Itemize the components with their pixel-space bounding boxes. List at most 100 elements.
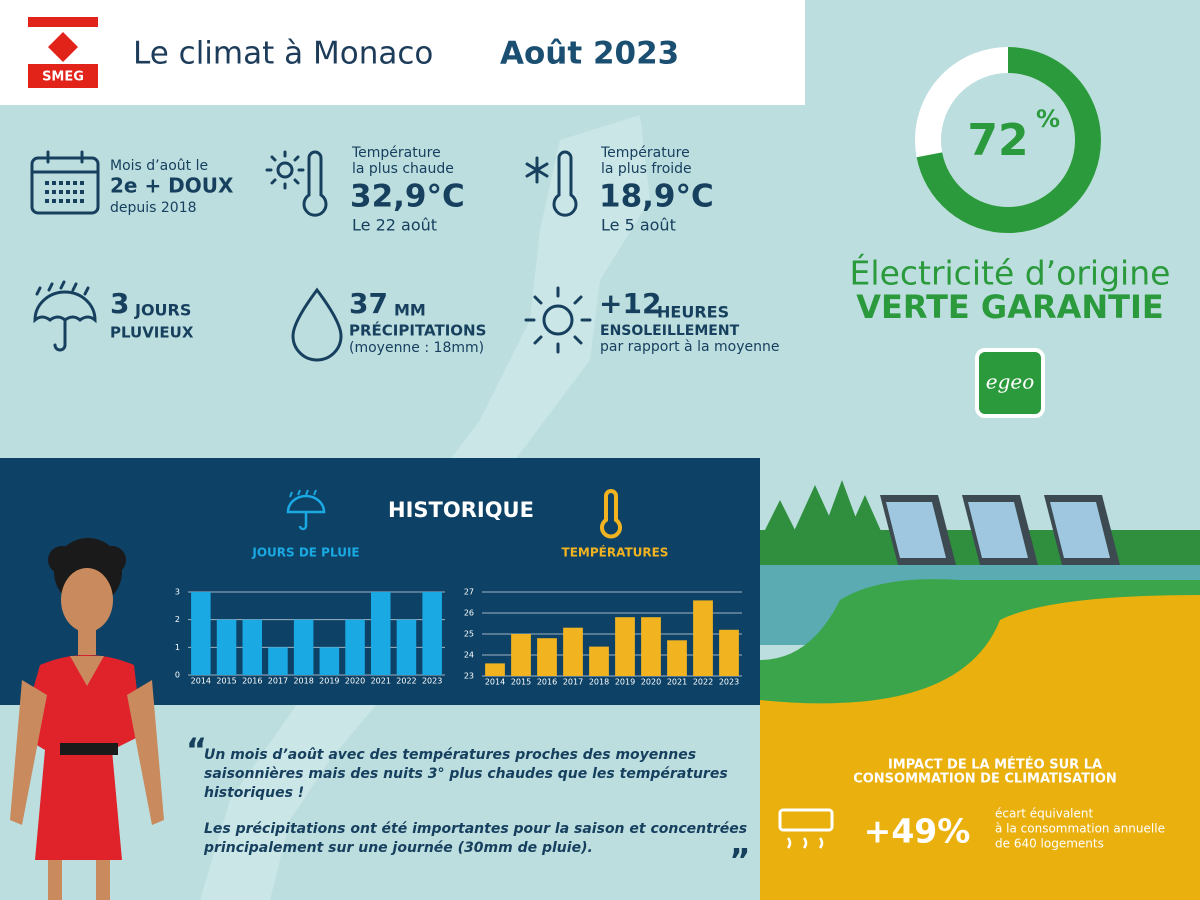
thermometer-hot-icon: [265, 150, 328, 217]
y-tick-label: 25: [464, 630, 474, 639]
stat-note: Le 5 août: [601, 216, 676, 235]
y-tick-label: 0: [175, 671, 180, 680]
stat-label: la plus chaude: [352, 161, 454, 177]
x-tick-label: 2017: [268, 677, 288, 686]
x-tick-label: 2020: [641, 678, 661, 687]
x-tick-label: 2015: [216, 677, 236, 686]
x-tick-label: 2015: [511, 678, 531, 687]
stat-label: la plus froide: [601, 161, 692, 177]
bar: [191, 592, 211, 675]
x-tick-label: 2019: [319, 677, 339, 686]
stat-value: 2e + DOUX: [110, 174, 234, 198]
impact-title: CONSOMMATION DE CLIMATISATION: [853, 772, 1117, 787]
woman: [10, 538, 164, 900]
bar: [537, 638, 557, 676]
stat-label: Température: [600, 145, 690, 161]
sun-icon: [524, 286, 592, 354]
bar: [422, 592, 442, 675]
umbrella-small-icon: [286, 489, 326, 531]
landscape: [760, 480, 1200, 900]
impact-value: +49%: [864, 812, 971, 851]
bar: [511, 634, 531, 676]
ac-icon: [778, 808, 834, 849]
egeo-logo: [975, 348, 1045, 418]
thermometer-cold-icon: [525, 150, 578, 217]
logo-mark: [48, 32, 78, 62]
x-tick-label: 2023: [719, 678, 739, 687]
x-tick-label: 2014: [191, 677, 211, 686]
stat-value: +12: [599, 287, 661, 320]
x-tick-label: 2020: [345, 677, 365, 686]
stat-label: PRÉCIPITATIONS: [349, 321, 486, 340]
x-tick-label: 2017: [563, 678, 583, 687]
bar: [615, 617, 635, 676]
bar: [641, 617, 661, 676]
green-line1: Électricité d’origine: [850, 253, 1171, 293]
stat-label: ENSOLEILLEMENT: [600, 323, 740, 339]
donut-arc: [915, 47, 1101, 233]
quote-open: “: [186, 731, 207, 769]
stat-unit: MM: [394, 301, 426, 320]
green-line2: VERTE GARANTIE: [856, 288, 1163, 326]
y-tick-label: 24: [464, 651, 474, 660]
bar: [293, 619, 314, 675]
bar: [268, 647, 288, 675]
title-emph: Août 2023: [500, 36, 679, 72]
impact-note: de 640 logements: [995, 837, 1104, 851]
x-tick-label: 2018: [293, 677, 313, 686]
drop-icon: [291, 287, 343, 362]
impact-note: écart équivalent: [995, 807, 1094, 821]
umbrella-icon: [33, 280, 97, 352]
x-tick-label: 2018: [589, 678, 609, 687]
bar: [719, 629, 739, 676]
stat-value: 18,9°C: [599, 179, 714, 215]
quote-line: Les précipitations ont été importantes p…: [204, 821, 747, 837]
egeo-text: egeo: [986, 370, 1035, 394]
stat-value: 37: [349, 287, 388, 320]
stat-label: Mois d’août le: [110, 158, 208, 174]
quote-line: Un mois d’août avec des températures pro…: [204, 747, 696, 763]
logo-bar: [28, 17, 98, 27]
bar: [242, 619, 263, 675]
impact-title: IMPACT DE LA MÉTÉO SUR LA: [888, 757, 1102, 773]
bar: [396, 619, 417, 675]
quote-line: principalement sur une journée (30mm de …: [203, 840, 593, 856]
y-tick-label: 2: [175, 615, 180, 624]
bar: [693, 600, 713, 676]
stat-label: Température: [351, 145, 441, 161]
quote-close: „: [730, 824, 751, 862]
x-tick-label: 2021: [667, 678, 687, 687]
x-tick-label: 2016: [242, 677, 262, 686]
stat-value: 3: [110, 287, 129, 320]
y-tick-label: 23: [464, 672, 474, 681]
stat-unit: HEURES: [657, 303, 729, 322]
stat-note: PLUVIEUX: [110, 324, 194, 342]
bar: [345, 619, 365, 675]
thermometer-small-icon: [600, 489, 622, 539]
x-tick-label: 2021: [371, 677, 391, 686]
y-tick-label: 27: [464, 588, 474, 597]
stat-unit: JOURS: [134, 301, 191, 320]
chart-title: TEMPÉRATURES: [562, 545, 669, 560]
y-tick-label: 1: [175, 643, 180, 652]
x-tick-label: 2023: [422, 677, 442, 686]
y-tick-label: 3: [175, 588, 180, 597]
logo-box: [28, 64, 98, 88]
logo-text: SMEG: [42, 70, 84, 85]
stat-note: depuis 2018: [110, 200, 197, 216]
header: [0, 0, 805, 105]
impact-note: à la consommation annuelle: [995, 822, 1165, 836]
stat-note: (moyenne : 18mm): [349, 340, 484, 356]
x-tick-label: 2016: [537, 678, 557, 687]
x-tick-label: 2014: [485, 678, 505, 687]
stat-note: par rapport à la moyenne: [600, 339, 779, 355]
history-title: HISTORIQUE: [388, 498, 534, 522]
chart-title: JOURS DE PLUIE: [251, 546, 359, 560]
stat-value: 32,9°C: [350, 179, 465, 215]
bar: [370, 592, 391, 675]
x-tick-label: 2022: [396, 677, 416, 686]
quote-line: saisonnières mais des nuits 3° plus chau…: [204, 766, 728, 782]
title: Le climat à Monaco: [133, 36, 433, 72]
bar: [667, 640, 687, 676]
